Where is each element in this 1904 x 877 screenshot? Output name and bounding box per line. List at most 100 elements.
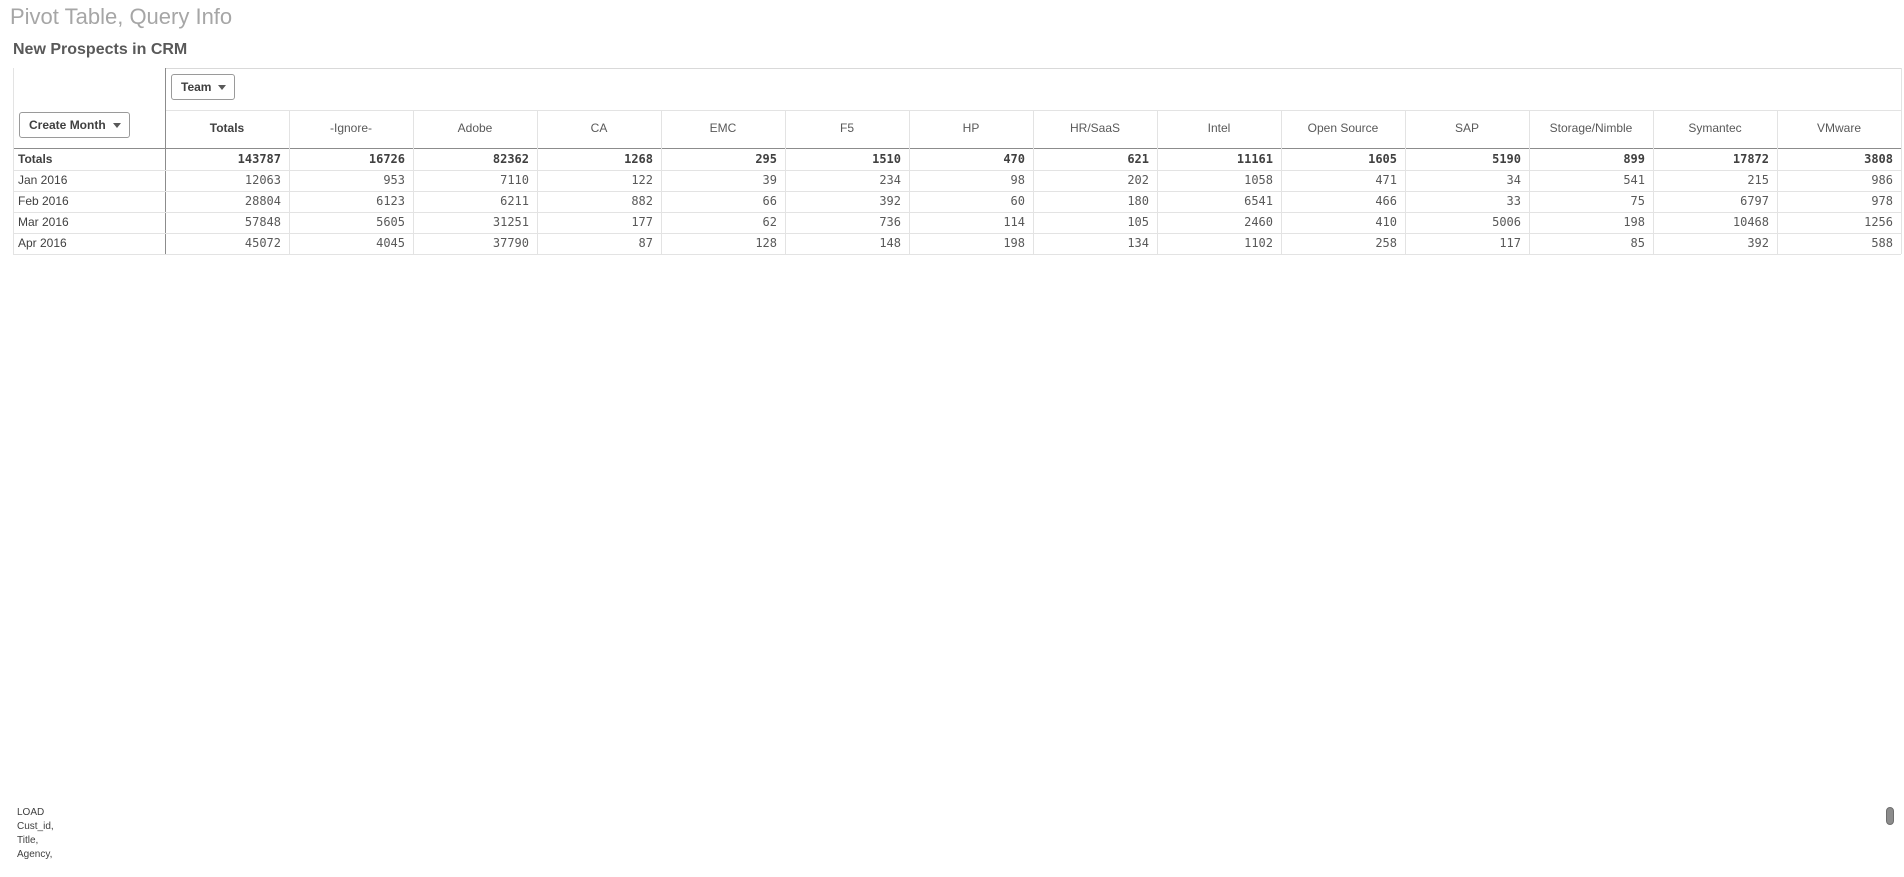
table-cell: 128 bbox=[755, 236, 777, 250]
table-cell: 198 bbox=[1003, 236, 1025, 250]
header-top-border bbox=[165, 68, 1901, 69]
table-cell: 470 bbox=[1003, 152, 1025, 166]
table-cell: 45072 bbox=[244, 236, 281, 250]
script-line: Agency, bbox=[17, 849, 53, 860]
table-cell: 736 bbox=[879, 215, 901, 229]
team-dimension-button[interactable]: Team bbox=[171, 74, 236, 100]
column-header-team[interactable]: Open Source bbox=[1307, 121, 1379, 135]
column-header-team[interactable]: Adobe bbox=[457, 121, 493, 135]
pivot-left-border bbox=[13, 68, 14, 254]
chevron-down-icon bbox=[112, 122, 121, 128]
row-divider bbox=[13, 212, 1901, 213]
column-separator bbox=[1529, 110, 1530, 254]
table-cell: 31251 bbox=[492, 215, 529, 229]
table-cell: 39 bbox=[762, 173, 777, 187]
table-cell: 6797 bbox=[1740, 194, 1769, 208]
table-cell: 57848 bbox=[244, 215, 281, 229]
column-separator bbox=[537, 110, 538, 254]
table-cell: 134 bbox=[1127, 236, 1149, 250]
table-cell: 5605 bbox=[376, 215, 405, 229]
table-cell: 588 bbox=[1871, 236, 1893, 250]
row-label-month[interactable]: Apr 2016 bbox=[18, 236, 67, 250]
table-cell: 410 bbox=[1375, 215, 1397, 229]
row-divider bbox=[13, 233, 1901, 234]
table-cell: 392 bbox=[879, 194, 901, 208]
team-dimension-label: Team bbox=[181, 80, 212, 94]
table-cell: 122 bbox=[631, 173, 653, 187]
table-cell: 5190 bbox=[1492, 152, 1521, 166]
table-cell: 114 bbox=[1003, 215, 1025, 229]
table-cell: 466 bbox=[1375, 194, 1397, 208]
row-label-month[interactable]: Mar 2016 bbox=[18, 215, 69, 229]
row-divider bbox=[13, 254, 1901, 255]
column-header-team[interactable]: VMware bbox=[1816, 121, 1861, 135]
table-cell: 1605 bbox=[1368, 152, 1397, 166]
table-cell: 1102 bbox=[1244, 236, 1273, 250]
table-cell: 105 bbox=[1127, 215, 1149, 229]
column-header-team[interactable]: HP bbox=[962, 121, 980, 135]
column-header-team[interactable]: Symantec bbox=[1688, 121, 1742, 135]
create-month-dimension-label: Create Month bbox=[29, 118, 106, 132]
table-cell: 295 bbox=[755, 152, 777, 166]
column-header-team[interactable]: -Ignore- bbox=[329, 121, 373, 135]
header-bottom-border bbox=[13, 148, 1901, 149]
row-label-totals[interactable]: Totals bbox=[18, 152, 53, 166]
row-label-month[interactable]: Jan 2016 bbox=[18, 173, 68, 187]
table-cell: 5006 bbox=[1492, 215, 1521, 229]
table-cell: 541 bbox=[1623, 173, 1645, 187]
table-cell: 82362 bbox=[492, 152, 529, 166]
table-cell: 899 bbox=[1623, 152, 1645, 166]
table-cell: 37790 bbox=[492, 236, 529, 250]
table-cell: 471 bbox=[1375, 173, 1397, 187]
column-header-team[interactable]: SAP bbox=[1454, 121, 1479, 135]
table-cell: 1510 bbox=[872, 152, 901, 166]
column-header-team[interactable]: F5 bbox=[839, 121, 854, 135]
column-header-team[interactable]: HR/SaaS bbox=[1069, 121, 1121, 135]
pivot-right-border bbox=[1901, 68, 1902, 254]
table-cell: 6123 bbox=[376, 194, 405, 208]
column-header-team[interactable]: EMC bbox=[709, 121, 737, 135]
table-cell: 62 bbox=[762, 215, 777, 229]
column-header-totals[interactable]: Totals bbox=[209, 121, 245, 135]
table-cell: 6541 bbox=[1244, 194, 1273, 208]
table-cell: 621 bbox=[1127, 152, 1149, 166]
table-cell: 258 bbox=[1375, 236, 1397, 250]
row-divider bbox=[13, 191, 1901, 192]
table-cell: 6211 bbox=[500, 194, 529, 208]
table-cell: 234 bbox=[879, 173, 901, 187]
column-separator bbox=[1157, 110, 1158, 254]
table-cell: 16726 bbox=[368, 152, 405, 166]
script-line: Title, bbox=[17, 835, 39, 846]
row-header-separator bbox=[165, 68, 166, 254]
table-cell: 4045 bbox=[376, 236, 405, 250]
table-cell: 143787 bbox=[237, 152, 281, 166]
table-cell: 198 bbox=[1623, 215, 1645, 229]
table-cell: 11161 bbox=[1236, 152, 1273, 166]
table-cell: 33 bbox=[1506, 194, 1521, 208]
column-header-team[interactable]: Intel bbox=[1207, 121, 1231, 135]
load-script-preview: LOAD Cust_id, Title, Agency, bbox=[17, 806, 54, 862]
table-cell: 148 bbox=[879, 236, 901, 250]
row-label-month[interactable]: Feb 2016 bbox=[18, 194, 69, 208]
column-separator bbox=[661, 110, 662, 254]
table-cell: 180 bbox=[1127, 194, 1149, 208]
table-cell: 98 bbox=[1010, 173, 1025, 187]
column-header-team[interactable]: Storage/Nimble bbox=[1549, 121, 1633, 135]
column-separator bbox=[413, 110, 414, 254]
column-header-team[interactable]: CA bbox=[590, 121, 608, 135]
script-line: Cust_id, bbox=[17, 821, 54, 832]
table-cell: 7110 bbox=[500, 173, 529, 187]
column-separator bbox=[909, 110, 910, 254]
table-cell: 87 bbox=[638, 236, 653, 250]
table-cell: 986 bbox=[1871, 173, 1893, 187]
table-cell: 10468 bbox=[1732, 215, 1769, 229]
table-cell: 215 bbox=[1747, 173, 1769, 187]
column-separator bbox=[785, 110, 786, 254]
table-cell: 66 bbox=[762, 194, 777, 208]
create-month-dimension-button[interactable]: Create Month bbox=[19, 112, 130, 138]
scrollbar-thumb[interactable] bbox=[1886, 807, 1894, 825]
table-cell: 117 bbox=[1499, 236, 1521, 250]
table-cell: 392 bbox=[1747, 236, 1769, 250]
table-cell: 12063 bbox=[244, 173, 281, 187]
column-separator bbox=[1033, 110, 1034, 254]
